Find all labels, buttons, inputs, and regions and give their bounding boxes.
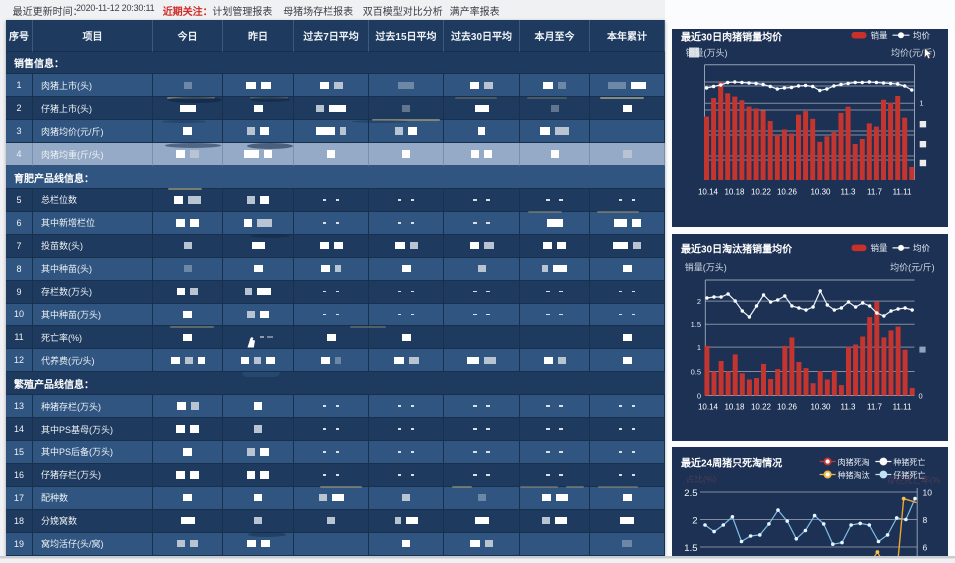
svg-text:11.3: 11.3 (841, 403, 857, 412)
svg-text:最近24周猪只死淘情况: 最近24周猪只死淘情况 (681, 457, 782, 470)
svg-text:10.22: 10.22 (751, 188, 772, 197)
svg-text:种猪淘汰: 种猪淘汰 (838, 470, 870, 480)
svg-text:11.11: 11.11 (893, 188, 912, 197)
svg-text:销量(万头): 销量(万头) (686, 47, 728, 58)
svg-text:仔猪死亡: 仔猪死亡 (893, 470, 925, 480)
svg-text:占比(%): 占比(%) (686, 474, 716, 484)
svg-text:销量: 销量 (871, 31, 889, 41)
svg-text:均价(元/斤): 均价(元/斤) (891, 47, 936, 58)
svg-text:11.7: 11.7 (867, 188, 883, 197)
svg-text:销量: 销量 (871, 243, 889, 253)
svg-text:1.5: 1.5 (684, 543, 697, 554)
svg-text:1.5: 1.5 (691, 320, 701, 329)
svg-text:0: 0 (919, 391, 923, 400)
svg-text:0: 0 (697, 391, 701, 400)
svg-text:2: 2 (697, 297, 701, 306)
svg-text:最近30日淘汰猪销量均价: 最近30日淘汰猪销量均价 (681, 243, 793, 256)
svg-text:10.26: 10.26 (777, 188, 798, 197)
svg-text:6: 6 (923, 543, 928, 553)
svg-text:2: 2 (692, 515, 697, 526)
svg-text:10.14: 10.14 (698, 403, 719, 412)
svg-text:10.26: 10.26 (777, 403, 798, 412)
svg-text:1: 1 (919, 99, 923, 108)
svg-text:11.7: 11.7 (867, 403, 883, 412)
svg-text:11.3: 11.3 (841, 188, 857, 197)
svg-text:11.11: 11.11 (893, 403, 912, 412)
svg-text:肉猪死淘: 肉猪死淘 (838, 457, 870, 467)
svg-text:10.14: 10.14 (698, 188, 719, 197)
svg-text:均价(元/斤): 均价(元/斤) (890, 261, 935, 272)
svg-text:均价: 均价 (913, 243, 931, 253)
svg-text:销量(万头): 销量(万头) (685, 261, 727, 272)
svg-text:2.5: 2.5 (684, 488, 697, 499)
svg-text:10.22: 10.22 (751, 403, 772, 412)
svg-text:8: 8 (923, 515, 928, 525)
svg-text:0.5: 0.5 (691, 367, 701, 376)
svg-text:1: 1 (697, 343, 701, 352)
svg-text:10.18: 10.18 (724, 403, 745, 412)
svg-text:种猪死亡: 种猪死亡 (893, 457, 925, 467)
svg-text:10.30: 10.30 (810, 188, 831, 197)
svg-text:10.30: 10.30 (810, 403, 831, 412)
svg-text:10: 10 (923, 488, 933, 498)
svg-text:存栏死亡率(%: 存栏死亡率(% (887, 475, 940, 485)
svg-text:最近30日肉猪销量均价: 最近30日肉猪销量均价 (681, 31, 783, 44)
svg-text:均价: 均价 (913, 31, 931, 41)
svg-text:10.18: 10.18 (724, 188, 745, 197)
